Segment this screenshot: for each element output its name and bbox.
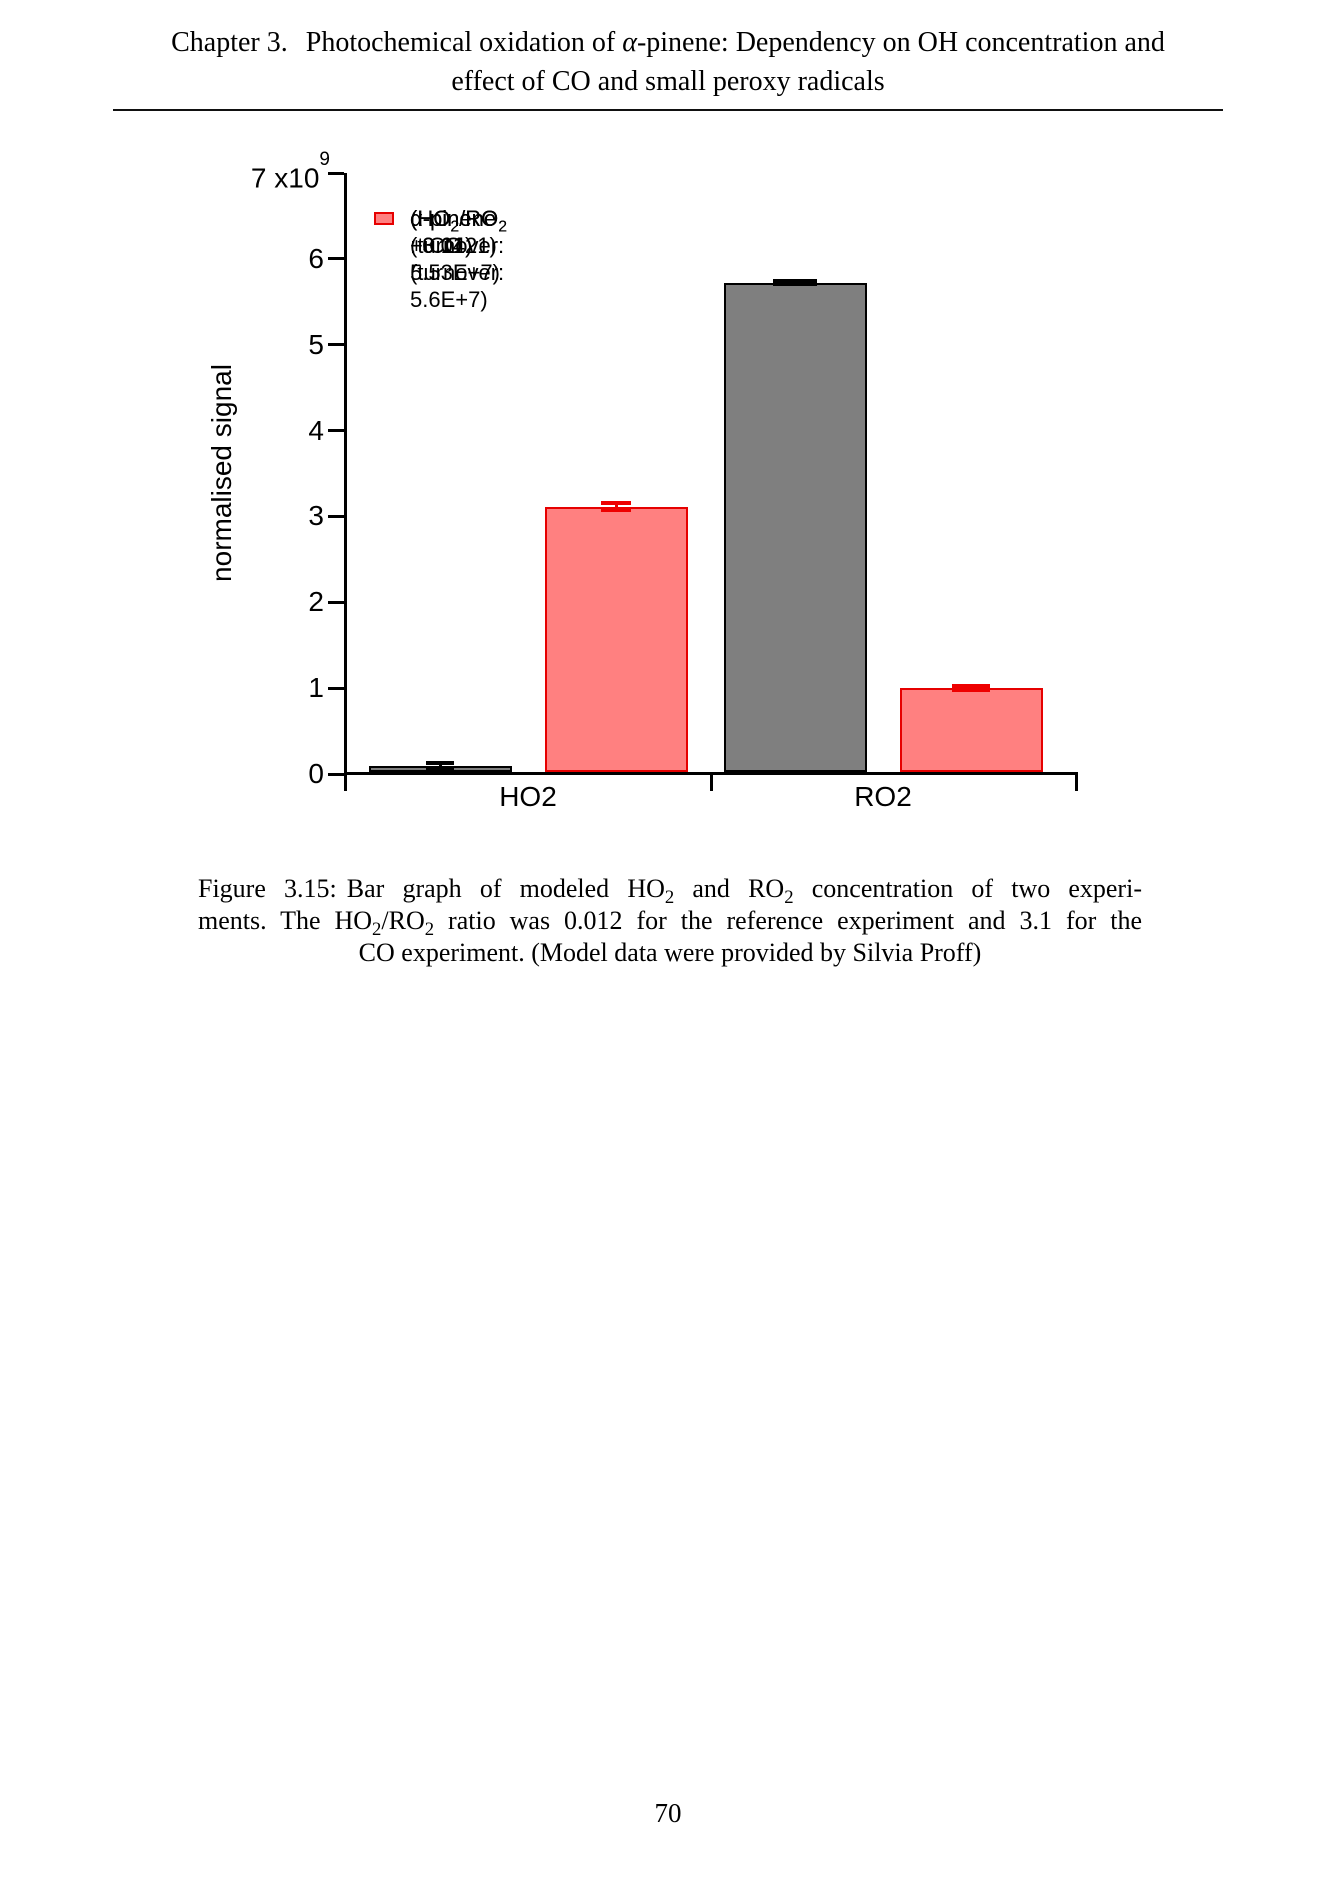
error-bar-line [439,763,442,768]
figure-label: Figure 3.15: [198,874,337,903]
figure-caption: Figure 3.15: Bar graph of modeled HO2 and… [198,873,1142,969]
y-tick [328,257,344,260]
y-tick [328,172,344,175]
x-axis-line [344,772,1078,775]
y-tick-label: 2 [308,586,324,617]
bar-RO2-series0 [724,283,867,772]
error-bar-cap-bottom [601,508,631,512]
y-tick-label: 0 [308,758,324,789]
y-axis-top-label: 7 x109 [250,149,330,194]
legend-swatch-co [374,212,394,225]
x-tick [710,775,713,791]
chapter-title-pre: Photochemical oxidation of [305,27,623,58]
x-tick [1075,775,1078,791]
error-bar-cap-bottom [952,688,990,692]
y-tick [328,343,344,346]
error-bar-cap-top [952,684,990,688]
y-tick-label: 6 [308,243,324,274]
y-tick-label: 3 [308,500,324,531]
bar-RO2-series1 [900,688,1043,772]
bar-HO2-series1 [545,507,688,772]
y-tick [328,687,344,690]
y-tick [328,515,344,518]
category-label-RO2: RO2 [854,781,912,812]
error-bar-cap-bottom [773,282,817,286]
legend-label-reference-line2: (HO2/RO2 : 0.0121) [410,206,508,258]
y-tick-label: 4 [308,415,324,446]
caption-line2: ments. The HO2/RO2 ratio was 0.012 for t… [198,906,1142,941]
legend-label-reference-line1: α-pinene (turnover: 5.53E+7) [410,206,505,285]
error-bar-cap-top [601,501,631,505]
page-number: 70 [654,1798,682,1828]
y-tick-label: 1 [308,672,324,703]
y-axis-line [344,173,347,776]
caption-line3: CO experiment. (Model data were provided… [358,938,982,967]
exponent: 9 [319,149,330,170]
error-bar-cap-bottom [426,767,454,771]
legend-label-co-line2: (HO2/RO2 : 3.14) [410,206,508,258]
chapter-header-line1: Chapter 3. Photochemical oxidation of α-p… [0,27,1336,59]
error-bar-cap-top [773,279,817,283]
y-tick [328,773,344,776]
chapter-header-line2: effect of CO and small peroxy radicals [451,66,885,97]
error-bar-cap-top [426,761,454,765]
y-axis-title: normalised signal [206,364,237,582]
y-tick-label: 5 [308,329,324,360]
caption-line1: Figure 3.15: Bar graph of modeled HO2 and… [198,874,1142,909]
x-tick [344,775,347,791]
chapter-number: Chapter 3. [171,27,288,58]
y-tick [328,601,344,604]
alpha-symbol: α [622,27,637,58]
y-tick [328,429,344,432]
legend-label-co-line1: α-pinene + CO (turnover: 5.6E+7) [410,206,505,312]
header-rule [113,109,1223,111]
chapter-title-post: -pinene: Dependency on OH concentration … [636,27,1165,58]
error-bar-line [615,503,618,510]
category-label-HO2: HO2 [499,781,557,812]
